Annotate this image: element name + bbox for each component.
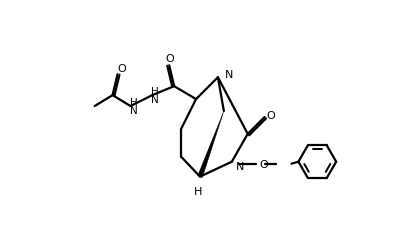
Text: H: H — [151, 87, 159, 97]
Text: N: N — [224, 70, 232, 80]
Text: H: H — [193, 186, 202, 196]
Text: N: N — [129, 106, 137, 115]
Text: O: O — [117, 64, 126, 74]
Text: H: H — [129, 98, 137, 108]
Text: N: N — [235, 161, 243, 171]
Text: O: O — [266, 110, 274, 120]
Text: O: O — [259, 159, 268, 169]
Text: N: N — [151, 95, 159, 105]
Polygon shape — [197, 112, 223, 178]
Text: O: O — [165, 54, 174, 64]
